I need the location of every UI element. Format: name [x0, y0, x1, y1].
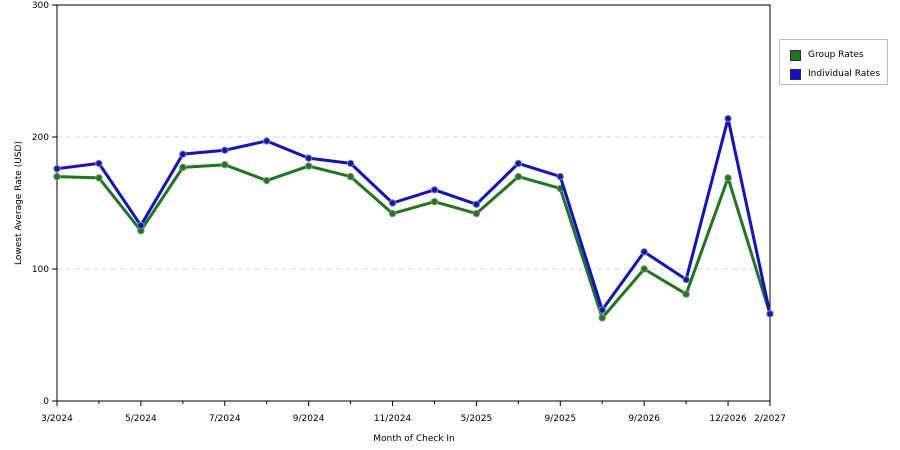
data-point	[95, 174, 103, 182]
x-tick-label: 9/2024	[293, 414, 325, 424]
y-tick-label: 200	[32, 133, 49, 143]
data-point	[640, 248, 648, 256]
x-tick-label: 9/2026	[628, 414, 660, 424]
data-point	[388, 209, 397, 218]
legend-item-individual-rates: Individual Rates	[790, 68, 880, 80]
data-point	[304, 162, 313, 170]
data-point	[263, 176, 271, 185]
data-point	[346, 172, 355, 181]
legend-label-group-rates: Group Rates	[808, 50, 864, 60]
legend-item-group-rates: Group Rates	[790, 49, 864, 61]
data-point	[472, 209, 481, 218]
x-tick-label: 9/2025	[544, 414, 576, 424]
x-tick-label: 5/2025	[461, 414, 493, 424]
y-axis-title: Lowest Average Rate (USD)	[14, 141, 24, 265]
data-point	[598, 306, 606, 314]
data-point	[53, 172, 61, 181]
y-axis: 0 100 200 300	[32, 1, 57, 407]
data-point	[137, 221, 145, 230]
data-point	[724, 174, 732, 182]
data-point	[346, 159, 355, 168]
data-point	[556, 172, 564, 181]
x-tick-label: 11/2024	[374, 414, 412, 424]
data-point	[53, 164, 61, 173]
x-tick-label: 12/2026	[709, 414, 747, 424]
data-point	[724, 114, 732, 123]
x-axis: 3/2024 5/2024 7/2024 9/2024 11/2024 5/2025 9/2…	[41, 401, 786, 424]
series-group-rates	[53, 161, 774, 322]
data-point	[766, 310, 774, 318]
data-point	[640, 265, 648, 273]
data-point	[598, 314, 606, 322]
data-point	[179, 150, 187, 158]
x-tick-label: 5/2024	[125, 414, 157, 424]
data-point	[221, 146, 229, 154]
series-line	[56, 163, 772, 320]
data-point	[430, 186, 439, 194]
grid-lines	[57, 136, 770, 270]
data-point	[263, 137, 271, 145]
chart-legend: Group Rates Individual Rates	[779, 39, 888, 85]
data-point	[472, 200, 481, 209]
y-tick-label: 300	[32, 1, 49, 11]
series-group	[53, 114, 774, 322]
legend-swatch-group-rates	[790, 49, 801, 61]
x-tick-label: 7/2024	[209, 414, 241, 424]
legend-label-individual-rates: Individual Rates	[808, 69, 881, 79]
data-point	[95, 159, 103, 168]
data-point	[221, 161, 229, 169]
y-tick-label: 0	[43, 397, 49, 407]
data-point	[514, 172, 523, 181]
data-point	[514, 159, 523, 168]
data-point	[682, 275, 690, 284]
series-individual-rates	[53, 114, 774, 318]
data-point	[430, 197, 439, 206]
x-axis-title: Month of Check In	[373, 434, 455, 444]
series-line	[56, 117, 772, 315]
x-tick-label: 3/2024	[41, 414, 73, 424]
data-point	[179, 163, 187, 172]
data-point	[304, 154, 313, 162]
data-point	[682, 290, 690, 298]
y-tick-label: 100	[32, 265, 49, 275]
data-point	[388, 199, 397, 207]
x-tick-label: 2/2027	[754, 414, 786, 424]
legend-swatch-individual-rates	[790, 68, 801, 80]
plot-area-border	[56, 4, 771, 402]
